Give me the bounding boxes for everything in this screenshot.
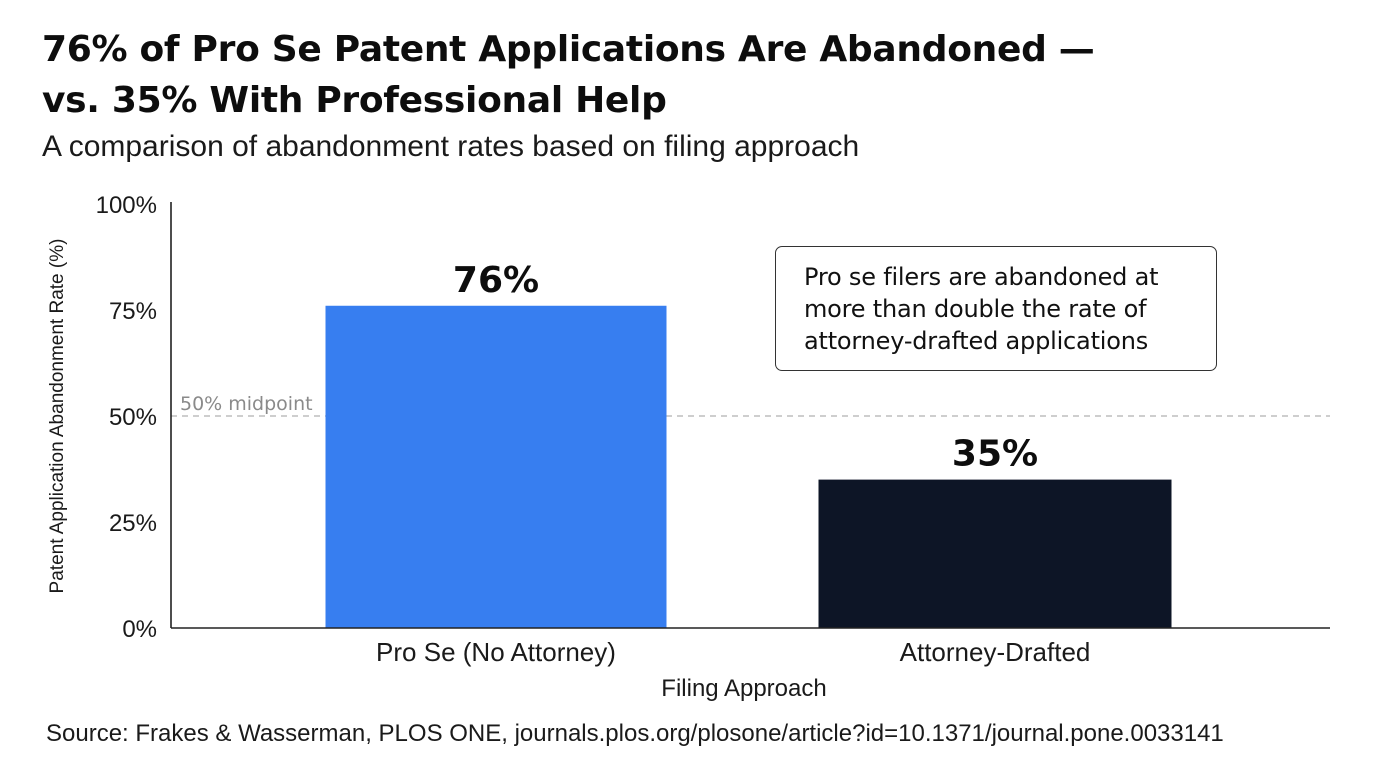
bar-pro-se bbox=[325, 305, 667, 628]
x-axis-title: Filing Approach bbox=[661, 675, 826, 702]
chart-subtitle: A comparison of abandonment rates based … bbox=[42, 130, 860, 163]
reference-line-label: 50% midpoint bbox=[180, 393, 313, 415]
x-tick-label-attorney-drafted: Attorney-Drafted bbox=[900, 637, 1091, 667]
callout-box: Pro se filers are abandoned at more than… bbox=[775, 246, 1217, 371]
y-tick-label: 25% bbox=[109, 510, 157, 537]
x-tick-label-pro-se: Pro Se (No Attorney) bbox=[376, 637, 616, 667]
y-axis-title: Patent Application Abandonment Rate (%) bbox=[47, 239, 68, 594]
y-tick-label: 50% bbox=[109, 404, 157, 431]
callout-text: Pro se filers are abandoned at more than… bbox=[804, 263, 1159, 355]
y-tick-label: 100% bbox=[96, 192, 157, 219]
source-note: Source: Frakes & Wasserman, PLOS ONE, jo… bbox=[46, 720, 1224, 747]
chart-title-line-2: vs. 35% With Professional Help bbox=[42, 80, 667, 121]
bar-data-label-attorney-drafted: 35% bbox=[952, 434, 1038, 475]
y-tick-label: 75% bbox=[109, 298, 157, 325]
bar-attorney-drafted bbox=[818, 479, 1172, 628]
chart-title-line-1: 76% of Pro Se Patent Applications Are Ab… bbox=[42, 29, 1095, 70]
bar-data-label-pro-se: 76% bbox=[453, 260, 539, 301]
y-tick-label: 0% bbox=[122, 616, 157, 643]
